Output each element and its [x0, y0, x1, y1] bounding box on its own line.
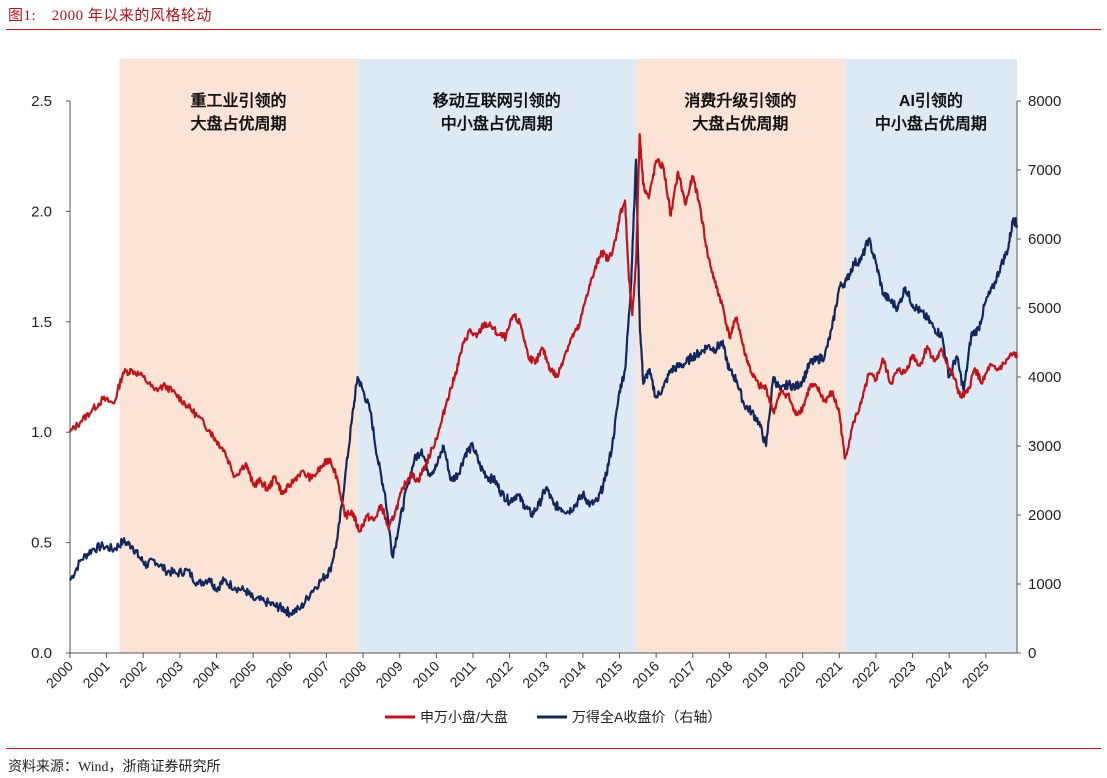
x-tick-label: 2022	[849, 658, 882, 691]
y-right-tick-label: 4000	[1028, 369, 1061, 386]
legend: 申万小盘/大盘 万得全A收盘价（右轴）	[385, 709, 721, 725]
x-tick-label: 2014	[556, 658, 589, 691]
bottom-rule	[6, 748, 1101, 749]
y-left-tick-label: 1.5	[31, 314, 52, 331]
period-band-2-title: 移动互联网引领的	[433, 91, 561, 110]
period-band-1-title: 重工业引领的	[191, 91, 287, 110]
x-tick-label: 2009	[372, 658, 405, 691]
x-tick-label: 2019	[739, 658, 772, 691]
y-left-tick-label: 0.5	[31, 535, 52, 552]
y-right-tick-label: 5000	[1028, 300, 1061, 317]
x-tick-label: 2003	[153, 658, 186, 691]
x-tick-label: 2000	[43, 658, 76, 691]
x-tick-label: 2016	[629, 658, 662, 691]
x-tick-label: 2013	[519, 658, 552, 691]
x-tick-label: 2010	[409, 658, 442, 691]
legend-wind-label: 万得全A收盘价（右轴）	[572, 709, 721, 725]
x-tick-label: 2007	[299, 658, 332, 691]
period-band-4-subtitle: 中小盘占优周期	[875, 114, 987, 133]
legend-ratio-label: 申万小盘/大盘	[420, 709, 508, 725]
x-tick-label: 2020	[775, 658, 808, 691]
period-band-1	[119, 59, 358, 653]
period-band-3-subtitle: 大盘占优周期	[692, 114, 788, 133]
y-left-tick-label: 0.0	[31, 645, 52, 662]
x-tick-label: 2005	[226, 658, 259, 691]
figure-title: 图1: 2000 年以来的风格轮动	[8, 8, 212, 24]
period-band-labels: 重工业引领的大盘占优周期移动互联网引领的中小盘占优周期消费升级引领的大盘占优周期…	[191, 91, 987, 133]
x-tick-label: 2023	[885, 658, 918, 691]
y-right-tick-label: 3000	[1028, 438, 1061, 455]
period-band-2	[357, 59, 637, 653]
period-band-3	[636, 59, 845, 653]
x-tick-label: 2025	[959, 658, 992, 691]
x-tick-label: 2012	[482, 658, 515, 691]
period-band-2-subtitle: 中小盘占优周期	[441, 114, 553, 133]
y-left-tick-label: 2.0	[31, 203, 52, 220]
x-tick-label: 2001	[79, 658, 112, 691]
top-rule	[6, 29, 1101, 30]
period-band-4-title: AI引领的	[899, 91, 963, 110]
source-note: 资料来源：Wind，浙商证券研究所	[8, 760, 221, 775]
y-right-tick-label: 8000	[1028, 93, 1061, 110]
x-tick-label: 2004	[189, 658, 222, 691]
x-tick-label: 2017	[666, 658, 699, 691]
y-right-tick-label: 0	[1028, 645, 1036, 662]
series-lines	[68, 133, 1019, 618]
x-tick-label: 2002	[116, 658, 149, 691]
x-tick-label: 2018	[702, 658, 735, 691]
y-left-tick-label: 1.0	[31, 424, 52, 441]
x-tick-label: 2008	[336, 658, 369, 691]
series-small-large-ratio-line	[68, 133, 1019, 533]
period-band-3-title: 消费升级引领的	[684, 91, 796, 110]
y-right-tick-label: 1000	[1028, 576, 1061, 593]
y-right-tick-label: 7000	[1028, 162, 1061, 179]
x-tick-label: 2006	[263, 658, 296, 691]
x-tick-label: 2024	[922, 658, 955, 691]
y-right-tick-label: 6000	[1028, 231, 1061, 248]
x-tick-label: 2011	[446, 658, 479, 691]
x-tick-label: 2021	[812, 658, 845, 691]
x-tick-label: 2015	[592, 658, 625, 691]
period-bands	[119, 59, 1017, 653]
y-right-tick-label: 2000	[1028, 507, 1061, 524]
series-wind-all-a-line	[69, 158, 1019, 618]
period-band-1-subtitle: 大盘占优周期	[191, 114, 287, 133]
y-left-tick-label: 2.5	[31, 93, 52, 110]
